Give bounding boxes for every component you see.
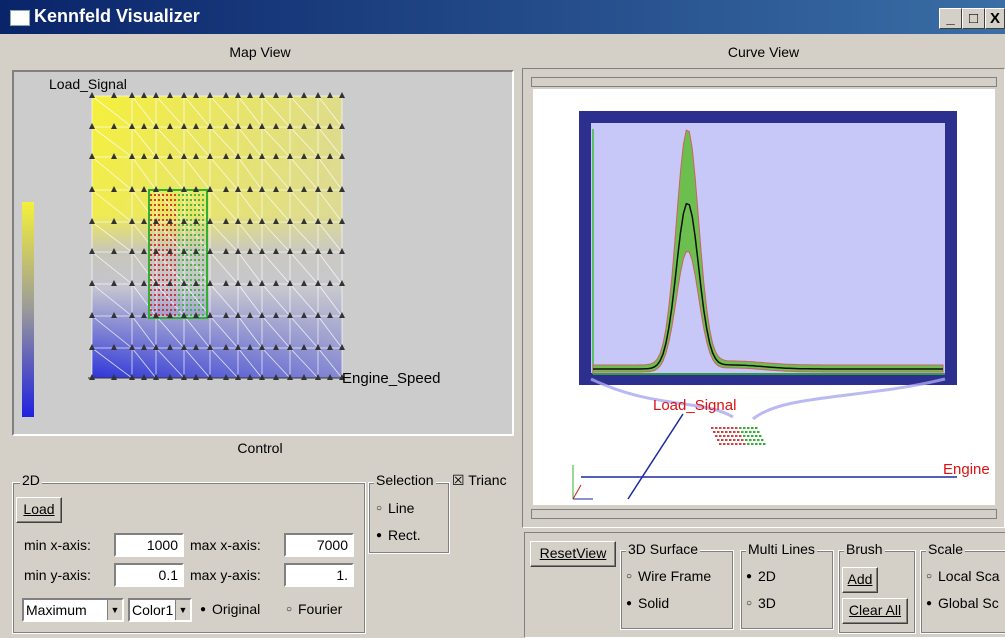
surface-group-label: 3D Surface (626, 541, 701, 557)
color-select-value: Color1 (132, 602, 174, 618)
radio-unchecked-icon: ○ (746, 598, 753, 610)
minimize-button[interactable]: _ (939, 8, 962, 29)
load-button[interactable]: Load (16, 497, 62, 523)
curve-view-frame: Load_Signal Engine (522, 68, 1005, 528)
color-legend (22, 202, 34, 417)
reset-view-button[interactable]: ResetView (530, 541, 616, 567)
min-y-input[interactable]: 0.1 (114, 563, 184, 587)
chevron-down-icon: ▼ (175, 600, 190, 620)
selection-group-label: Selection (374, 472, 436, 488)
map-y-axis-label: Load_Signal (49, 76, 127, 92)
radio-unchecked-icon: ○ (286, 604, 293, 616)
min-x-label: min x-axis: (24, 537, 91, 553)
radio-original[interactable]: ● Original (200, 601, 261, 617)
map-view-canvas[interactable]: Load_Signal Engine_Speed (12, 70, 514, 436)
radio-wire-frame[interactable]: ○ Wire Frame (626, 568, 712, 584)
radio-unchecked-icon: ○ (926, 571, 933, 583)
aggregate-select-value: Maximum (26, 602, 87, 618)
radio-checked-icon: ● (376, 530, 383, 542)
curve-view-title: Curve View (727, 44, 800, 60)
curve-plot (572, 111, 957, 500)
color-select[interactable]: Color1 ▼ (128, 598, 192, 622)
multi-lines-group (740, 550, 834, 630)
window-title: Kennfeld Visualizer (34, 6, 200, 26)
brush-group-label: Brush (844, 541, 885, 557)
multi-lines-group-label: Multi Lines (746, 541, 817, 557)
map-x-axis-label: Engine_Speed (342, 370, 441, 387)
group-2d-label: 2D (20, 472, 42, 488)
radio-2d[interactable]: ● 2D (746, 568, 776, 584)
curve-view-canvas[interactable]: Load_Signal Engine (533, 89, 995, 505)
radio-checked-icon: ● (626, 598, 633, 610)
title-bar: Kennfeld Visualizer _ □ X (0, 0, 1005, 34)
triangle-checkbox[interactable]: ☒ Trianc (452, 472, 507, 488)
chevron-down-icon: ▼ (107, 600, 122, 620)
app-icon (10, 10, 30, 26)
curve-band (592, 129, 944, 373)
scale-group-label: Scale (926, 541, 966, 557)
surface-group (620, 550, 734, 630)
horizontal-scrollbar-bottom[interactable] (531, 509, 997, 519)
radio-rect[interactable]: ● Rect. (376, 527, 421, 543)
min-x-input[interactable]: 1000 (114, 533, 184, 557)
aggregate-select[interactable]: Maximum ▼ (22, 598, 124, 622)
maximize-button[interactable]: □ (962, 8, 985, 29)
radio-unchecked-icon: ○ (626, 571, 633, 583)
max-y-input[interactable]: 1. (284, 563, 354, 587)
max-x-label: max x-axis: (190, 537, 261, 553)
radio-checked-icon: ● (926, 598, 933, 610)
group-2d (12, 482, 366, 634)
radio-local-scale[interactable]: ○ Local Sca (926, 568, 1000, 584)
radio-3d[interactable]: ○ 3D (746, 595, 776, 611)
radio-global-scale[interactable]: ● Global Sc (926, 595, 999, 611)
plot-background (591, 123, 945, 373)
add-button[interactable]: Add (842, 567, 878, 593)
close-button[interactable]: X (985, 8, 1005, 29)
map-view-title: Map View (229, 44, 291, 60)
max-x-input[interactable]: 7000 (284, 533, 354, 557)
radio-unchecked-icon: ○ (376, 503, 383, 515)
radio-line[interactable]: ○ Line (376, 500, 415, 516)
radio-checked-icon: ● (746, 571, 753, 583)
scale-group (920, 550, 1005, 634)
control-title: Control (237, 440, 283, 456)
radio-checked-icon: ● (200, 604, 207, 616)
curve-engine-label: Engine (943, 461, 990, 478)
checkbox-icon: ☒ (452, 472, 465, 488)
curve-load-label: Load_Signal (653, 397, 737, 414)
mean-curve (593, 202, 943, 370)
selection-group (368, 482, 450, 554)
horizontal-scrollbar[interactable] (531, 77, 997, 87)
map-plot (22, 92, 345, 417)
clear-all-button[interactable]: Clear All (842, 598, 908, 624)
radio-fourier[interactable]: ○ Fourier (286, 601, 343, 617)
radio-solid[interactable]: ● Solid (626, 595, 670, 611)
min-y-label: min y-axis: (24, 567, 91, 583)
max-y-label: max y-axis: (190, 567, 261, 583)
